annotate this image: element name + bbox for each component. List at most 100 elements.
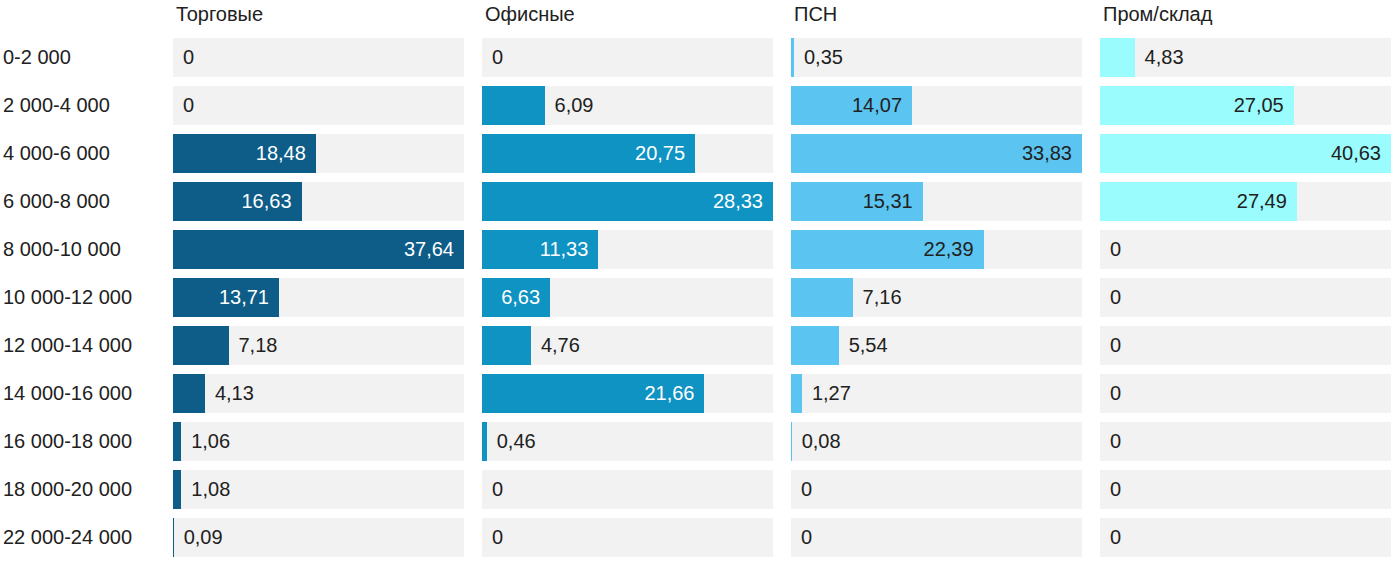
bar-segment[interactable] [482,422,487,461]
bar-value-label: 0 [1110,518,1121,557]
bar-segment[interactable] [1100,38,1135,77]
bar-value-label: 6,09 [555,86,594,125]
bar-track: 4,76 [482,326,773,365]
bar-track: 27,05 [1100,86,1391,125]
bar-track: 6,09 [482,86,773,125]
bar-segment[interactable] [791,326,839,365]
bar-track: 27,49 [1100,182,1391,221]
bar-value-label: 4,83 [1145,38,1184,77]
bar-track: 0,46 [482,422,773,461]
bar-track: 1,08 [173,470,464,509]
bar-track: 14,07 [791,86,1082,125]
bar-value-label: 18,48 [173,134,306,173]
bar-track: 0 [482,38,773,77]
bar-value-label: 11,33 [482,230,588,269]
bar-segment[interactable] [482,86,545,125]
bar-value-label: 4,13 [215,374,254,413]
bar-track: 7,18 [173,326,464,365]
row-label: 22 000-24 000 [0,518,155,557]
bar-value-label: 40,63 [1100,134,1381,173]
bar-value-label: 1,06 [191,422,230,461]
bar-value-label: 0 [801,518,812,557]
row-label: 14 000-16 000 [0,374,155,413]
bar-value-label: 14,07 [791,86,902,125]
bar-value-label: 21,66 [482,374,694,413]
bar-track: 1,06 [173,422,464,461]
bar-value-label: 37,64 [173,230,454,269]
bar-value-label: 0,35 [804,38,843,77]
bar-track: 0 [791,470,1082,509]
bar-value-label: 22,39 [791,230,974,269]
bar-value-label: 0 [1110,374,1121,413]
row-label-column-spacer [0,0,155,30]
bar-value-label: 7,16 [863,278,902,317]
bar-track: 40,63 [1100,134,1391,173]
column-header-row: Торговые Офисные ПСН Пром/склад [0,0,1400,30]
bar-segment[interactable] [173,470,181,509]
bar-segment[interactable] [173,374,205,413]
bar-segment[interactable] [173,326,229,365]
table-row: 2 000-4 00006,0914,0727,05 [0,86,1400,125]
row-label: 18 000-20 000 [0,470,155,509]
bar-value-label: 0 [1110,326,1121,365]
bar-segment[interactable] [791,278,853,317]
bar-track: 0 [173,38,464,77]
chart-rows: 0-2 000000,354,832 000-4 00006,0914,0727… [0,38,1400,557]
bar-track: 21,66 [482,374,773,413]
bar-segment[interactable] [173,422,181,461]
column-header-ofisnye: Офисные [482,0,773,30]
bar-track: 13,71 [173,278,464,317]
bar-track: 0 [1100,326,1391,365]
column-header-prom-sklad: Пром/склад [1100,0,1391,30]
table-row: 10 000-12 00013,716,637,160 [0,278,1400,317]
bar-value-label: 0 [183,86,194,125]
bar-track: 4,83 [1100,38,1391,77]
bar-segment[interactable] [791,38,794,77]
bar-segment[interactable] [173,518,174,557]
table-row: 22 000-24 0000,09000 [0,518,1400,557]
bar-track: 7,16 [791,278,1082,317]
bar-value-label: 15,31 [791,182,913,221]
table-row: 12 000-14 0007,184,765,540 [0,326,1400,365]
row-label: 4 000-6 000 [0,134,155,173]
column-header-psn: ПСН [791,0,1082,30]
bar-track: 0 [173,86,464,125]
bar-track: 6,63 [482,278,773,317]
bar-segment[interactable] [791,422,792,461]
bar-track: 22,39 [791,230,1082,269]
table-row: 18 000-20 000 1,08 0 0 0 [0,470,1400,509]
bar-track: 20,75 [482,134,773,173]
bar-track: 0 [1100,278,1391,317]
bar-track: 0 [1100,470,1391,509]
column-header-torgovye: Торговые [173,0,464,30]
bar-value-label: 0,09 [184,518,223,557]
bar-value-label: 0,08 [802,422,841,461]
bar-value-label: 1,08 [191,470,230,509]
bar-track: 15,31 [791,182,1082,221]
bar-track: 0 [791,518,1082,557]
bar-value-label: 0 [1110,230,1121,269]
bar-value-label: 0 [1110,278,1121,317]
bar-track: 4,13 [173,374,464,413]
bar-segment[interactable] [482,326,531,365]
bar-segment[interactable] [791,374,802,413]
bar-track: 16,63 [173,182,464,221]
bar-value-label: 0 [183,38,194,77]
bar-track: 28,33 [482,182,773,221]
bar-track: 37,64 [173,230,464,269]
bar-value-label: 0 [492,470,503,509]
table-row: 14 000-16 0004,1321,661,270 [0,374,1400,413]
bar-value-label: 27,49 [1100,182,1287,221]
bar-value-label: 28,33 [482,182,763,221]
bar-value-label: 0 [801,470,812,509]
bar-value-label: 0 [1110,470,1121,509]
bar-track: 0,08 [791,422,1082,461]
bar-track: 0,35 [791,38,1082,77]
bar-track: 0 [1100,230,1391,269]
bar-value-label: 33,83 [791,134,1072,173]
bar-value-label: 6,63 [482,278,540,317]
table-row: 6 000-8 00016,6328,3315,3127,49 [0,182,1400,221]
bar-track: 0 [1100,518,1391,557]
bar-track: 18,48 [173,134,464,173]
bar-value-label: 0 [492,38,503,77]
